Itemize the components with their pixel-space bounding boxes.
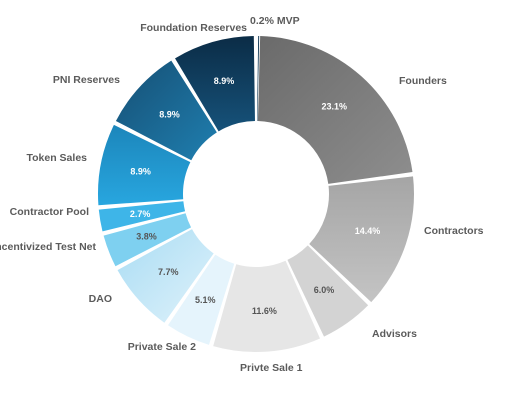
value-label-privte-sale-1: 11.6% <box>252 306 277 316</box>
slice-pni-reserves <box>115 60 217 161</box>
slice-foundation-reserves <box>175 36 255 132</box>
slice-token-sales <box>98 124 191 206</box>
value-label-incentivized-test-net: 3.8% <box>136 232 157 242</box>
slice-contractors <box>309 176 414 303</box>
category-label-pni-reserves: PNI Reserves <box>53 74 120 86</box>
value-label-token-sales: 8.9% <box>130 167 151 177</box>
slice-contractor-pool <box>98 201 186 232</box>
value-label-pni-reserves: 8.9% <box>159 110 180 120</box>
value-label-founders: 23.1% <box>321 101 347 111</box>
category-label-contractors: Contractors <box>424 225 484 237</box>
value-label-contractors: 14.4% <box>355 226 381 236</box>
slice-value-labels: 23.1% 14.4% 6.0% 11.6% 5.1% 7.7% 3.8% 2.7% 8.9% 8… <box>130 76 380 316</box>
slice-private-sale-2 <box>167 254 235 345</box>
slice-founders <box>257 36 413 184</box>
category-label-token-sales: Token Sales <box>27 152 88 164</box>
value-label-advisors: 6.0% <box>314 285 335 295</box>
category-label-incentivized-test-net: Incentivized Test Net <box>0 241 96 253</box>
slice-incentivized-test-net <box>103 213 192 267</box>
category-label-foundation-reserves: Foundation Reserves <box>140 22 247 34</box>
category-label-private-sale-2: Private Sale 2 <box>128 341 196 353</box>
category-label-0-2-mvp: 0.2% MVP <box>250 15 300 27</box>
slice-category-labels: 0.2% MVP Founders Contractors Advisors Privt… <box>0 15 484 374</box>
category-label-contractor-pool: Contractor Pool <box>10 206 89 218</box>
value-label-contractor-pool: 2.7% <box>130 209 151 219</box>
value-label-dao: 7.7% <box>158 267 179 277</box>
slice-privte-sale-1 <box>213 260 321 353</box>
value-label-private-sale-2: 5.1% <box>195 295 216 305</box>
category-label-advisors: Advisors <box>372 328 417 340</box>
slice-advisors <box>287 245 369 337</box>
category-label-founders: Founders <box>399 75 447 87</box>
slice-0-2-mvp <box>257 36 260 122</box>
category-label-dao: DAO <box>89 293 112 305</box>
donut-slices <box>98 36 414 353</box>
slice-dao <box>117 229 214 323</box>
category-label-privte-sale-1: Privte Sale 1 <box>240 362 303 374</box>
value-label-foundation-reserves: 8.9% <box>214 76 235 86</box>
